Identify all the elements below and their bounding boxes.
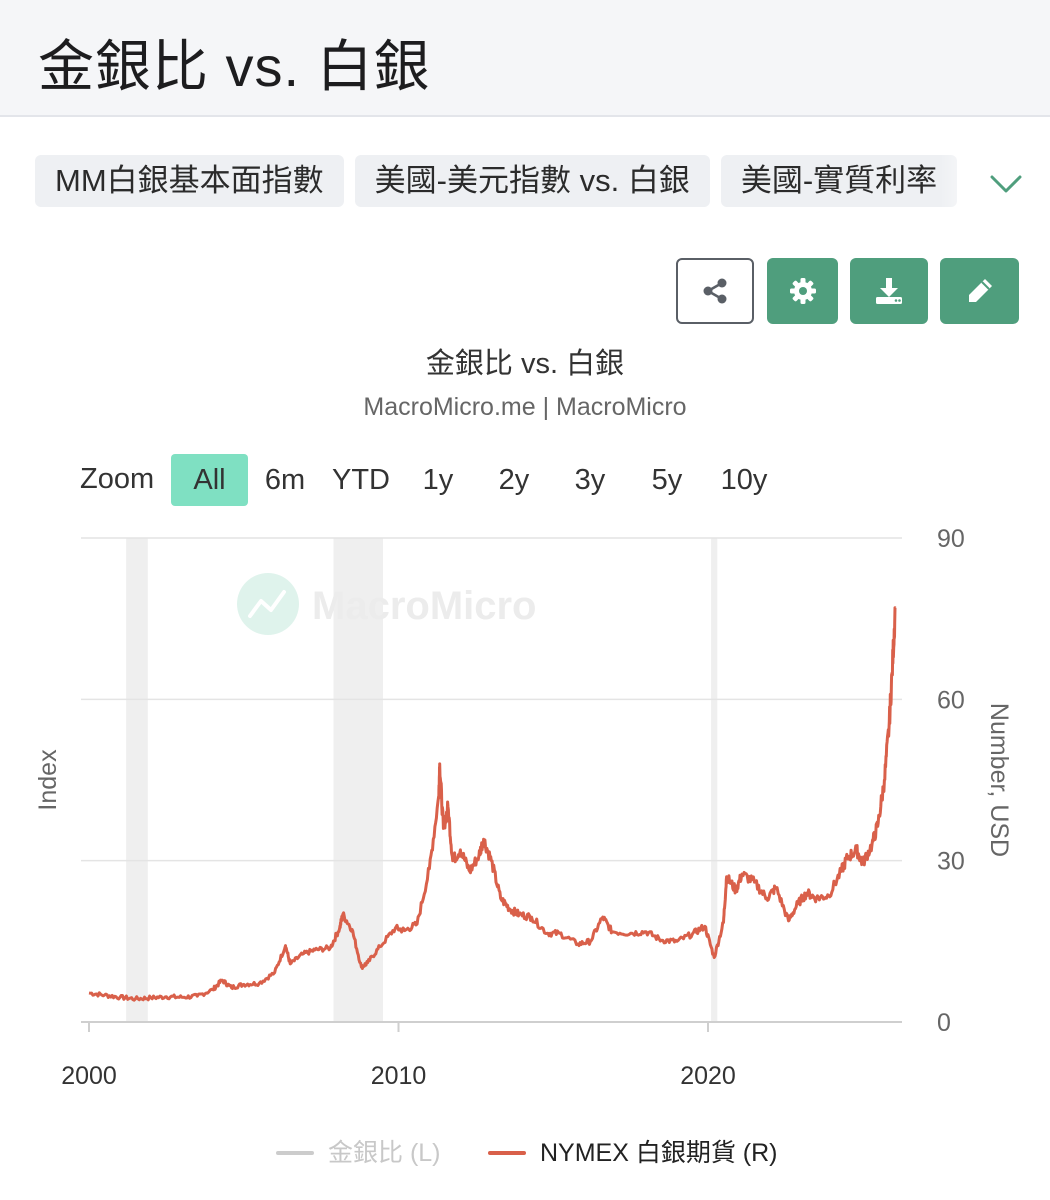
zoom-label: Zoom: [80, 463, 155, 495]
watermark-text: MacroMicro: [312, 584, 537, 628]
share-button[interactable]: [676, 258, 754, 324]
left-axis-label: Index: [34, 749, 62, 811]
page-header: 金銀比 vs. 白銀: [0, 0, 1050, 117]
chart-title: 金銀比 vs. 白銀: [425, 348, 625, 380]
tab-us-real-rate[interactable]: 美國-實質利率: [720, 155, 958, 207]
zoom-all-button[interactable]: All: [171, 454, 248, 506]
gear-icon: [789, 278, 816, 304]
recession-band-0: [126, 538, 148, 1022]
legend-label-silver-futures: NYMEX 白銀期貨 (R): [540, 1139, 778, 1167]
x-tick-label-2000: 2000: [61, 1062, 117, 1090]
zoom-2y-button[interactable]: 2y: [498, 464, 530, 496]
zoom-3y-button[interactable]: 3y: [574, 464, 606, 496]
zoom-ytd-button[interactable]: YTD: [332, 464, 390, 496]
recession-band-2: [711, 538, 718, 1022]
share-icon: [703, 278, 727, 304]
silver-futures-line: [88, 606, 897, 1002]
right-axis-label: Number, USD: [985, 703, 1013, 857]
watermark: MacroMicro: [237, 573, 537, 635]
zoom-10y-button[interactable]: 10y: [720, 464, 768, 496]
page-title: 金銀比 vs. 白銀: [38, 35, 431, 98]
chart-subtitle: MacroMicro.me | MacroMicro: [363, 393, 687, 421]
legend-gold-silver-ratio[interactable]: 金銀比 (L): [276, 1136, 441, 1170]
tab-silver-fundamental-index[interactable]: MM白銀基本面指數: [35, 155, 344, 207]
y-tick-label-90: 90: [937, 525, 965, 553]
x-tick-label-2010: 2010: [371, 1062, 427, 1090]
legend-label-gold-silver-ratio: 金銀比 (L): [328, 1139, 441, 1167]
tab-usd-index-vs-silver[interactable]: 美國-美元指數 vs. 白銀: [354, 155, 710, 207]
y-tick-label-0: 0: [937, 1009, 951, 1037]
tabs-fade: [940, 155, 1020, 209]
zoom-6m-button[interactable]: 6m: [264, 464, 306, 496]
related-chart-tabs: MM白銀基本面指數 美國-美元指數 vs. 白銀 美國-實質利率: [35, 155, 1020, 209]
recession-band-1: [333, 538, 384, 1022]
settings-button[interactable]: [767, 258, 838, 324]
y-tick-label-60: 60: [937, 686, 965, 714]
edit-button[interactable]: [940, 258, 1019, 324]
zoom-5y-button[interactable]: 5y: [651, 464, 683, 496]
zoom-1y-button[interactable]: 1y: [422, 464, 454, 496]
legend-swatch-gold-silver-ratio: [276, 1151, 314, 1155]
legend-swatch-silver-futures: [488, 1151, 526, 1155]
download-icon: [876, 278, 902, 304]
download-button[interactable]: [850, 258, 928, 324]
x-tick-label-2020: 2020: [680, 1062, 736, 1090]
pencil-icon: [968, 279, 992, 302]
y-tick-label-30: 30: [937, 848, 965, 876]
legend-silver-futures[interactable]: NYMEX 白銀期貨 (R): [488, 1136, 778, 1170]
chevron-down-icon[interactable]: [988, 166, 1024, 202]
